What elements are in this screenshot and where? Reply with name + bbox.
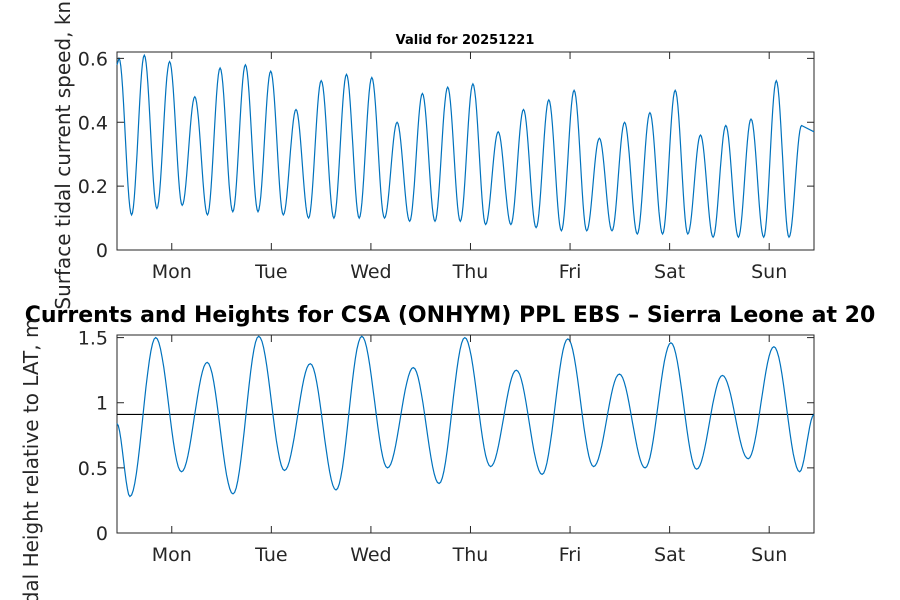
x-tick-label: Sun	[751, 261, 787, 283]
x-tick-label: Sat	[654, 261, 685, 283]
current-speed-y-axis-label: Surface tidal current speed, knots	[51, 0, 75, 310]
current-speed-y-ticks: 0 0.2 0.4 0.6	[78, 48, 814, 262]
x-tick-label: Sat	[654, 544, 685, 566]
current-speed-x-ticks: Mon Tue Wed Thu Fri Sat Sun	[152, 52, 787, 283]
tidal-height-x-ticks: Mon Tue Wed Thu Fri Sat Sun	[152, 335, 787, 566]
x-tick-label: Thu	[452, 261, 489, 283]
x-tick-label: Wed	[350, 261, 391, 283]
x-tick-label: Mon	[152, 261, 192, 283]
tidal-height-chart: Currents and Heights for CSA (ONHYM) PPL…	[19, 303, 875, 600]
tidal-height-line	[116, 335, 815, 498]
x-tick-label: Thu	[452, 544, 489, 566]
current-speed-plot-area	[116, 51, 815, 251]
x-tick-label: Tue	[254, 544, 287, 566]
y-tick-label: 0	[96, 240, 108, 262]
current-speed-title: Valid for 20251221	[396, 33, 535, 48]
y-tick-label: 0.2	[78, 176, 108, 198]
y-tick-label: 0.6	[78, 48, 108, 70]
x-tick-label: Tue	[254, 261, 287, 283]
y-tick-label: 0.4	[78, 112, 108, 134]
y-tick-label: 1.5	[78, 328, 108, 350]
tidal-height-title: Currents and Heights for CSA (ONHYM) PPL…	[25, 303, 876, 328]
y-tick-label: 1	[96, 393, 108, 415]
x-tick-label: Sun	[751, 544, 787, 566]
x-tick-label: Fri	[559, 544, 582, 566]
current-speed-chart: Valid for 20251221 0 0.2 0.4 0.6 Mon Tue Wed T…	[51, 0, 815, 310]
tidal-height-plot-area	[116, 334, 815, 534]
tidal-height-y-ticks: 0 0.5 1 1.5	[78, 328, 814, 545]
tidal-height-y-axis-label: Tidal Height relative to LAT, m	[19, 319, 43, 600]
y-tick-label: 0.5	[78, 458, 108, 480]
current-speed-line	[116, 53, 815, 239]
y-tick-label: 0	[96, 523, 108, 545]
x-tick-label: Wed	[350, 544, 391, 566]
x-tick-label: Fri	[559, 261, 582, 283]
x-tick-label: Mon	[152, 544, 192, 566]
